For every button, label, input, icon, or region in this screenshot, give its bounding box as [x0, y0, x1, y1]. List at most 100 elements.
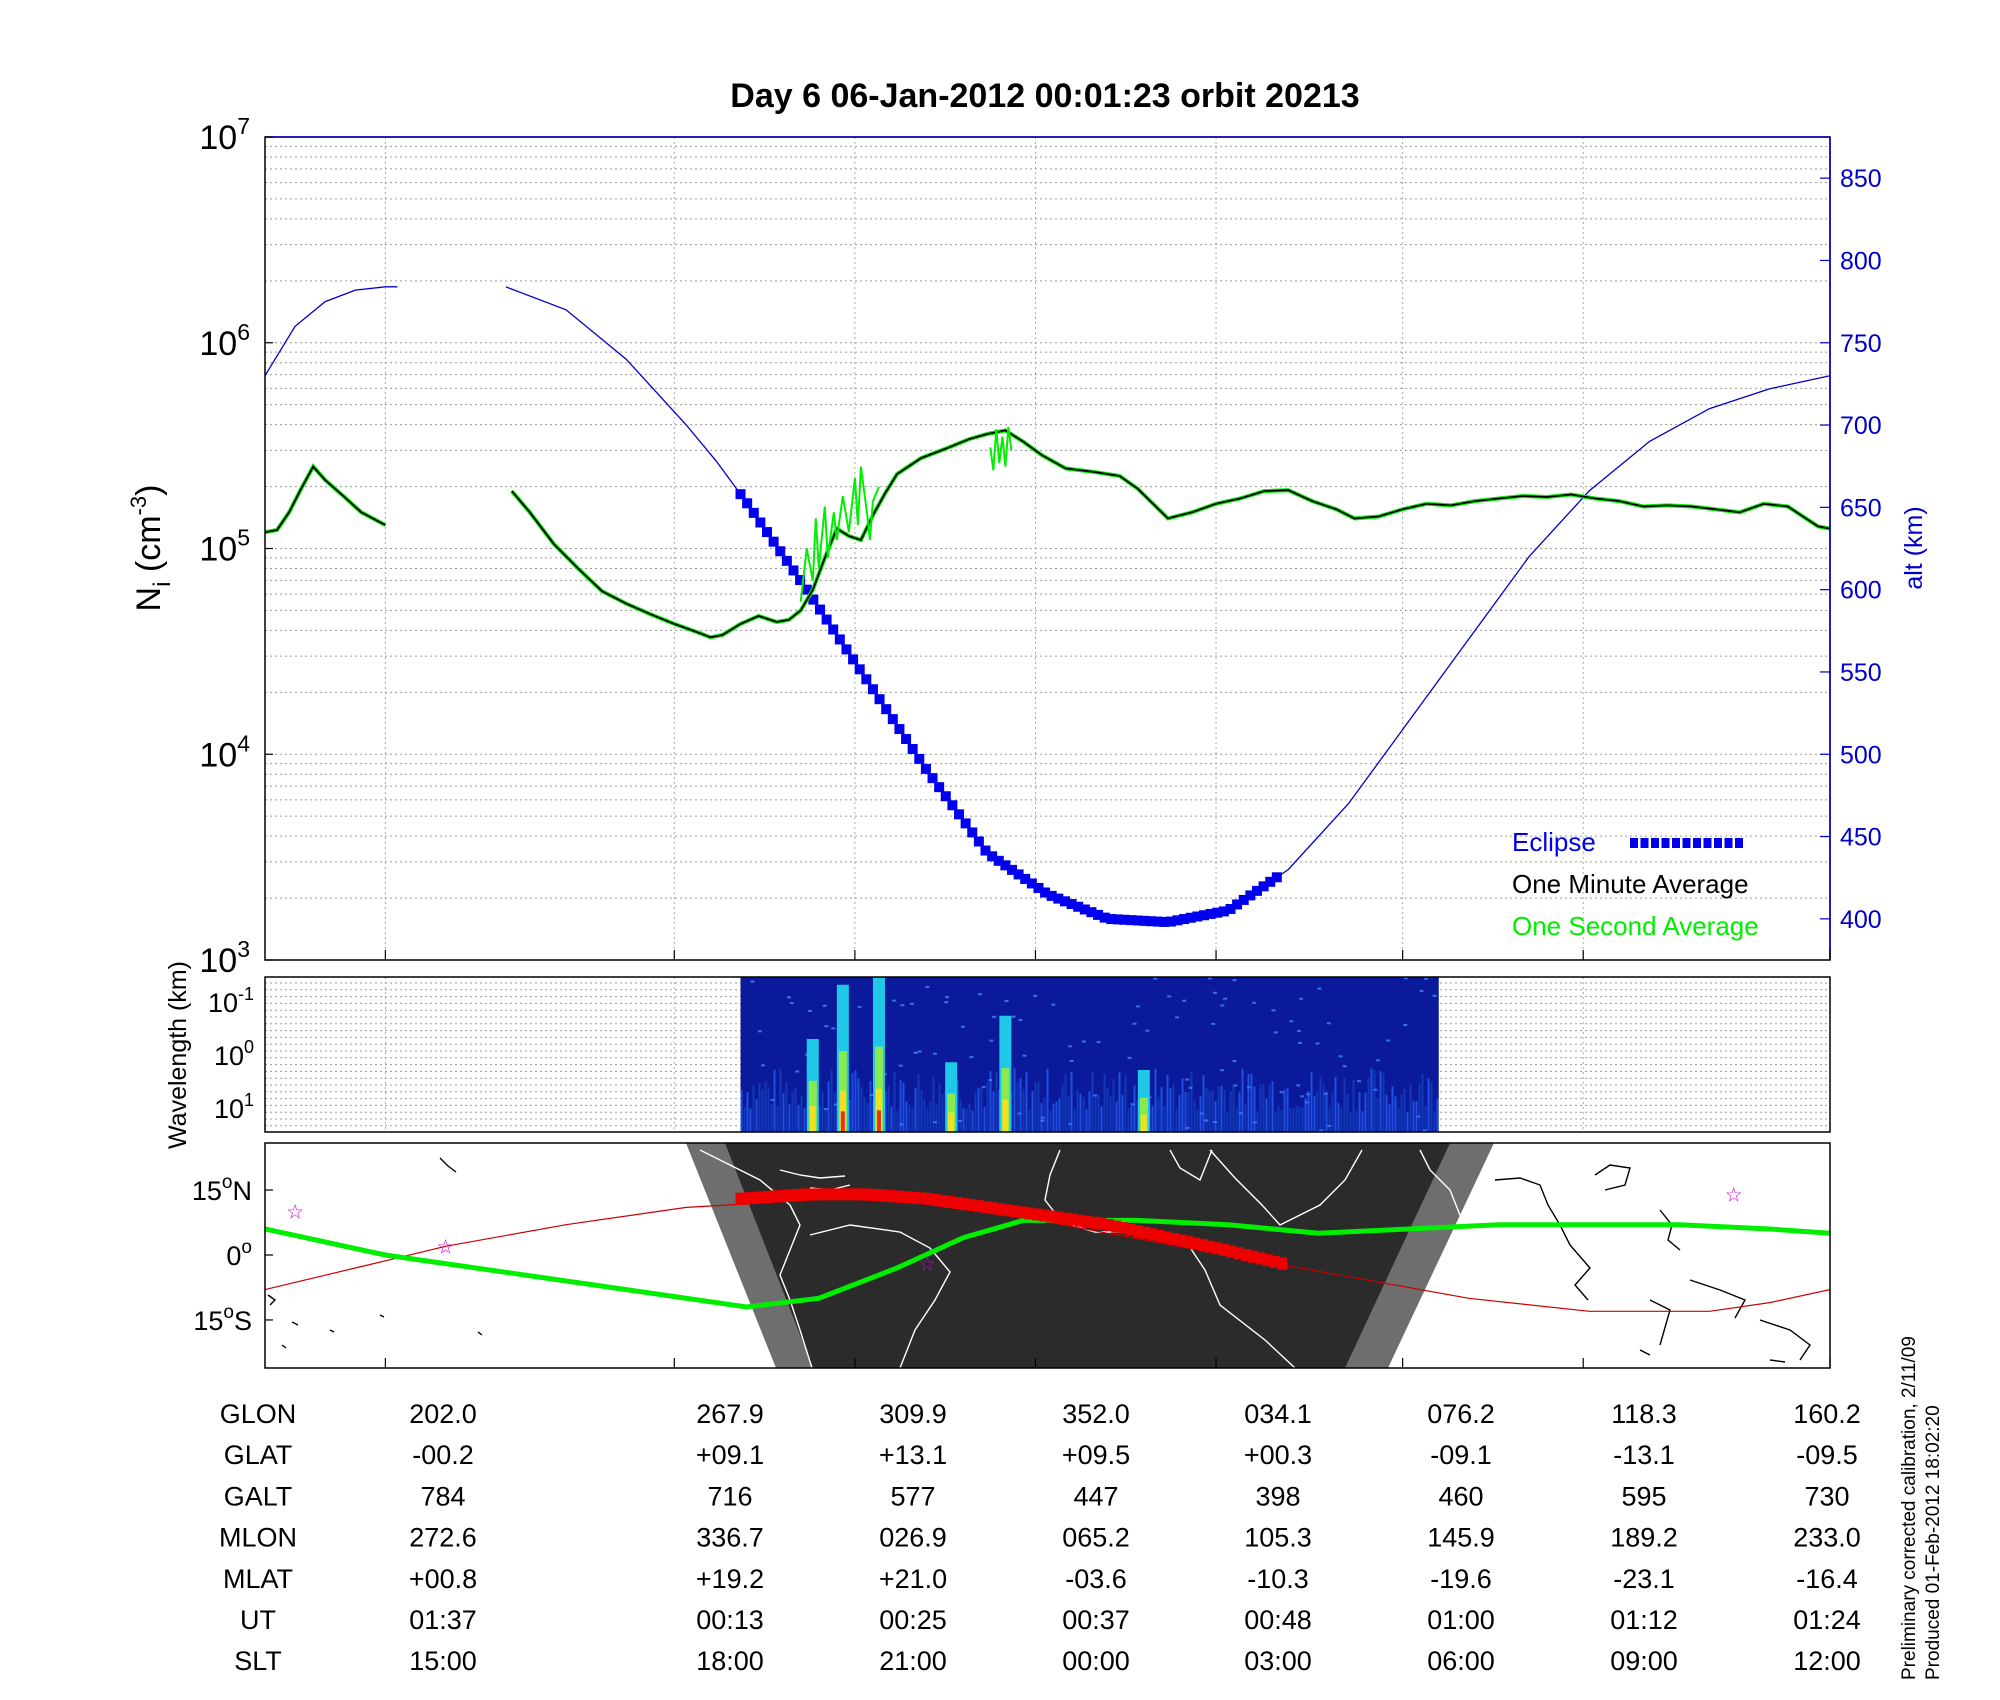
eclipse-track-marker — [1255, 1252, 1266, 1265]
eclipse-marker — [1199, 910, 1209, 921]
eclipse-track-marker — [959, 1198, 970, 1211]
table-cell: 189.2 — [1610, 1523, 1678, 1553]
spectrogram-column — [1217, 1086, 1220, 1132]
spectrogram-column — [1133, 1085, 1136, 1132]
eclipse-track-marker — [879, 1189, 890, 1202]
spectrogram-speck — [1096, 1041, 1101, 1044]
eclipse-track-marker — [937, 1194, 948, 1207]
eclipse-marker — [1271, 872, 1282, 883]
spectrogram-column — [1175, 1108, 1178, 1132]
spectrogram-column — [1391, 1086, 1394, 1132]
spectrogram-column — [1193, 1100, 1196, 1132]
table-cell: 272.6 — [409, 1523, 477, 1553]
spectrogram-speck — [1040, 1119, 1045, 1122]
table-cell: 065.2 — [1062, 1523, 1130, 1553]
spectrogram-column — [977, 1087, 980, 1132]
eclipse-marker — [993, 855, 1004, 866]
spectrogram-speck — [1127, 1056, 1132, 1059]
density-tick-label: 107 — [199, 113, 250, 157]
eclipse-track-marker — [887, 1190, 898, 1203]
spectrogram-column — [920, 1089, 923, 1132]
spectrogram-speck — [958, 1119, 963, 1122]
spectrogram-speck — [917, 1050, 922, 1053]
eclipse-marker — [742, 498, 753, 509]
eclipse-track-marker — [923, 1192, 934, 1205]
spectrogram-column — [1334, 1076, 1337, 1132]
eclipse-marker — [1179, 914, 1190, 925]
table-row-label: MLAT — [223, 1564, 293, 1594]
burst-red — [840, 1111, 845, 1132]
eclipse-marker — [967, 827, 978, 838]
eclipse-track-marker — [1017, 1206, 1028, 1219]
density-panel: 103 104 105 106 107 400 450 500 550 600 650 700 750… — [126, 113, 1928, 980]
spectrogram-column — [1124, 1075, 1127, 1132]
spectrogram-column — [1328, 1107, 1331, 1132]
spectrogram-speck — [1068, 1123, 1073, 1126]
spectrogram-speck — [900, 1004, 905, 1007]
density-tick-label: 103 — [199, 936, 250, 980]
spectrogram-column — [821, 1091, 824, 1132]
spectrogram-speck — [1081, 1040, 1086, 1043]
spectrogram-column — [1160, 1086, 1163, 1132]
spectrogram-speck — [761, 1064, 766, 1067]
spectrogram-column — [1346, 1094, 1349, 1132]
spectrogram-speck — [899, 1123, 904, 1126]
legend-eclipse-mark — [1693, 838, 1701, 848]
spectrogram-column — [1196, 1109, 1199, 1132]
spectrogram-column — [800, 1096, 803, 1132]
eclipse-marker — [841, 644, 852, 655]
eclipse-marker — [1172, 915, 1183, 926]
eclipse-marker — [1225, 903, 1236, 914]
density-tick-label: 104 — [199, 730, 250, 774]
spectrogram-speck — [1011, 1015, 1016, 1018]
spectrogram-column — [1247, 1074, 1250, 1132]
table-cell: 398 — [1255, 1481, 1300, 1511]
legend-eclipse-mark — [1661, 838, 1670, 848]
spectrogram-column — [1181, 1078, 1184, 1132]
eclipse-track-marker — [908, 1191, 919, 1204]
eclipse-marker — [1232, 899, 1243, 910]
eclipse-track-marker — [973, 1200, 984, 1213]
altitude-tick-label: 600 — [1840, 577, 1882, 605]
eclipse-marker — [1245, 890, 1256, 901]
eclipse-marker — [1086, 907, 1097, 918]
eclipse-track-marker — [829, 1188, 840, 1201]
spectrogram-column — [1088, 1091, 1091, 1132]
eclipse-track-marker — [742, 1192, 753, 1205]
spectrogram-column — [965, 1108, 968, 1132]
table-cell: -00.2 — [412, 1440, 474, 1470]
eclipse-track-marker — [1103, 1218, 1114, 1231]
spectrogram-speck — [1419, 989, 1424, 992]
table-cell: 145.9 — [1427, 1523, 1495, 1553]
spectrogram-speck — [1297, 1029, 1302, 1032]
eclipse-track-marker — [764, 1190, 775, 1203]
table-cell: -16.4 — [1796, 1564, 1858, 1594]
spectrogram-column — [746, 1092, 749, 1132]
wavelength-grid — [265, 977, 1830, 1132]
spectrogram-speck — [1315, 1042, 1320, 1045]
spectrogram-column — [869, 1081, 872, 1132]
spectrogram-speck — [1319, 1129, 1324, 1132]
table-cell: 784 — [420, 1481, 465, 1511]
spectrogram-column — [899, 1080, 902, 1132]
spectrogram-speck — [913, 1051, 918, 1054]
table-cell: 01:37 — [409, 1605, 477, 1635]
eclipse-marker — [821, 614, 832, 625]
spectrogram-speck — [981, 1086, 986, 1089]
spectrogram-speck — [1233, 1084, 1238, 1087]
spectrogram-column — [1136, 1099, 1139, 1132]
spectrogram-column — [1373, 1070, 1376, 1132]
spectrogram-speck — [891, 999, 896, 1002]
eclipse-track-marker — [1082, 1215, 1093, 1228]
eclipse-marker — [1000, 860, 1011, 871]
wavelength-frame — [264, 976, 1831, 1133]
spectrogram-column — [1370, 1068, 1373, 1132]
eclipse-marker — [1212, 907, 1223, 918]
figure-title: Day 6 06-Jan-2012 00:01:23 orbit 20213 — [730, 77, 1359, 115]
spectrogram-column — [1220, 1085, 1223, 1132]
spectrogram-column — [989, 1071, 992, 1132]
eclipse-track-marker — [851, 1188, 862, 1201]
spectrogram-column — [1364, 1092, 1367, 1132]
spectrogram-column — [761, 1089, 764, 1132]
eclipse-marker — [927, 773, 938, 784]
